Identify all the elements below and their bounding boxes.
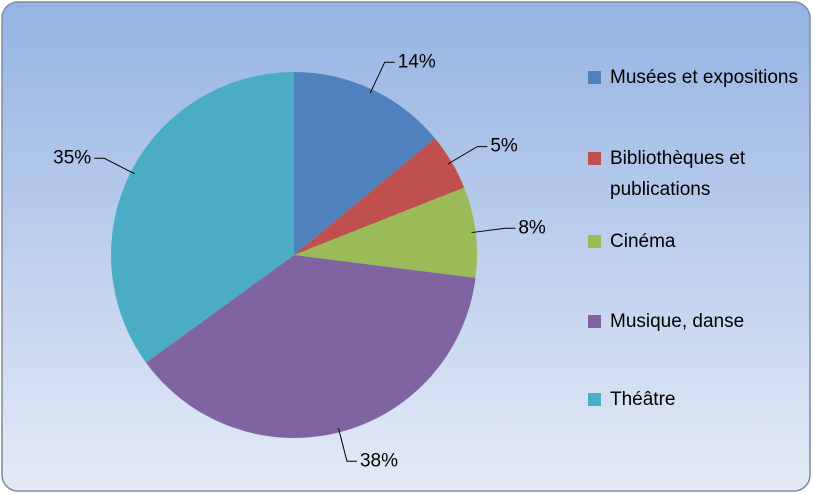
pie-slice [145, 255, 476, 438]
pie-slice [294, 72, 436, 255]
legend-swatch [588, 393, 601, 406]
legend-item: Théâtre [588, 384, 798, 415]
data-label: 14% [398, 51, 436, 72]
legend-label: Cinéma [610, 231, 676, 252]
legend-swatch [588, 235, 601, 248]
pie-slice [294, 138, 465, 255]
data-label: 8% [518, 217, 546, 238]
data-label: 5% [490, 136, 518, 157]
legend-label: Théâtre [610, 389, 676, 410]
data-label: 38% [360, 450, 398, 471]
data-label: 35% [53, 147, 91, 168]
leader-line [338, 428, 357, 462]
legend-label: Bibliothèques et publications [610, 148, 746, 200]
leader-line [471, 227, 516, 234]
legend-swatch [588, 152, 601, 165]
legend-swatch [588, 315, 601, 328]
pie-slice [294, 187, 477, 278]
legend-item: Musées et expositions [588, 62, 798, 93]
leader-line [94, 157, 135, 175]
legend-item: Musique, danse [588, 306, 798, 337]
legend-item: Cinéma [588, 226, 798, 257]
legend-swatch [588, 71, 601, 84]
leader-line [447, 146, 488, 165]
legend-label: Musées et expositions [610, 67, 798, 88]
legend-item: Bibliothèques et publications [588, 143, 798, 205]
legend-label: Musique, danse [610, 311, 745, 332]
pie-slice [111, 72, 294, 363]
leader-line [369, 61, 395, 94]
